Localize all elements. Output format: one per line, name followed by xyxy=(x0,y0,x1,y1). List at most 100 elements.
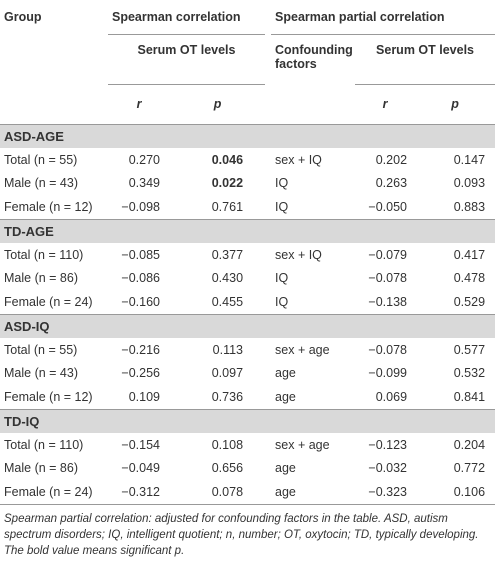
partial-p-value: 0.532 xyxy=(453,366,486,381)
data-row: Female (n = 12) −0.098 0.761 IQ −0.050 0.883 xyxy=(0,195,495,219)
p-value: 0.455 xyxy=(211,294,244,309)
section-row: TD-IQ xyxy=(0,408,495,433)
confounding: sex + IQ xyxy=(275,247,322,262)
partial-p-value: 0.204 xyxy=(453,437,486,452)
confounding: age xyxy=(275,366,296,381)
p-value: 0.736 xyxy=(211,389,244,404)
section-title: TD-AGE xyxy=(0,218,495,243)
header-partial-serum: Serum OT levels xyxy=(355,34,495,85)
section-title: ASD-IQ xyxy=(0,313,495,338)
p-value: 0.656 xyxy=(211,461,244,476)
partial-r-value: −0.079 xyxy=(368,247,408,262)
confounding: sex + age xyxy=(275,437,330,452)
footnote: Spearman partial correlation: adjusted f… xyxy=(0,503,495,559)
row-label: Total (n = 110) xyxy=(4,247,84,262)
header-group: Group xyxy=(4,10,42,24)
confounding: IQ xyxy=(275,294,289,309)
r-value: −0.256 xyxy=(121,366,160,381)
confounding: IQ xyxy=(275,176,289,191)
confounding: age xyxy=(275,484,296,499)
partial-r-value: −0.323 xyxy=(368,484,408,499)
data-row: Total (n = 55) −0.216 0.113 sex + age −0.078… xyxy=(0,338,495,362)
data-row: Female (n = 24) −0.160 0.455 IQ −0.138 0.529 xyxy=(0,290,495,314)
r-value: −0.049 xyxy=(121,461,160,476)
partial-p-value: 0.478 xyxy=(453,271,486,286)
confounding: sex + IQ xyxy=(275,152,322,167)
r-value: −0.312 xyxy=(121,484,160,499)
row-label: Male (n = 43) xyxy=(4,176,78,191)
row-label: Total (n = 55) xyxy=(4,152,78,167)
header-partial: Spearman partial correlation xyxy=(271,0,495,35)
p-value: 0.377 xyxy=(211,247,244,262)
section-row: ASD-AGE xyxy=(0,123,495,148)
partial-r-value: −0.123 xyxy=(368,437,408,452)
partial-r-value: −0.099 xyxy=(368,366,408,381)
data-row: Total (n = 110) −0.154 0.108 sex + age −0.12… xyxy=(0,433,495,457)
data-row: Female (n = 12) 0.109 0.736 age 0.069 0.841 xyxy=(0,385,495,409)
section-row: ASD-IQ xyxy=(0,313,495,338)
section-title: ASD-AGE xyxy=(0,123,495,148)
section-row: TD-AGE xyxy=(0,218,495,243)
data-row: Female (n = 24) −0.312 0.078 age −0.323 0.106 xyxy=(0,480,495,504)
r-value: 0.109 xyxy=(128,389,160,404)
section-title: TD-IQ xyxy=(0,408,495,433)
row-label: Total (n = 110) xyxy=(4,437,84,452)
r-value: −0.085 xyxy=(121,247,160,262)
partial-r-value: −0.050 xyxy=(368,199,408,214)
row-label: Female (n = 12) xyxy=(4,389,93,404)
data-row: Total (n = 55) 0.270 0.046 sex + IQ 0.202 0.1… xyxy=(0,148,495,172)
p-value: 0.097 xyxy=(211,366,244,381)
partial-p-value: 0.106 xyxy=(453,484,486,499)
row-label: Female (n = 24) xyxy=(4,294,93,309)
partial-p-value: 0.417 xyxy=(453,247,486,262)
partial-p-value: 0.883 xyxy=(453,199,486,214)
data-row: Male (n = 86) −0.049 0.656 age −0.032 0.772 xyxy=(0,457,495,481)
header-p: p xyxy=(213,97,222,111)
partial-r-value: 0.069 xyxy=(375,389,408,404)
partial-p-value: 0.772 xyxy=(453,461,486,476)
row-label: Male (n = 43) xyxy=(4,366,78,381)
data-row: Male (n = 86) −0.086 0.430 IQ −0.078 0.478 xyxy=(0,267,495,291)
r-value: −0.098 xyxy=(121,199,160,214)
r-value: −0.086 xyxy=(121,271,160,286)
confounding: IQ xyxy=(275,199,289,214)
partial-p-value: 0.577 xyxy=(453,342,486,357)
r-value: −0.160 xyxy=(121,294,160,309)
partial-r-value: −0.138 xyxy=(368,294,408,309)
p-value: 0.113 xyxy=(212,342,244,357)
data-table: Group Spearman correlation Spearman part… xyxy=(0,0,495,504)
header-confounding: Confounding factors xyxy=(275,42,353,71)
header-spearman: Spearman correlation xyxy=(108,0,266,35)
confounding: IQ xyxy=(275,271,289,286)
confounding: age xyxy=(275,461,296,476)
header-serum: Serum OT levels xyxy=(108,34,266,85)
confounding: sex + age xyxy=(275,342,330,357)
partial-p-value: 0.093 xyxy=(453,176,486,191)
header-partial-r: r xyxy=(382,97,388,111)
p-value: 0.761 xyxy=(211,199,244,214)
data-row: Total (n = 110) −0.085 0.377 sex + IQ −0.079… xyxy=(0,243,495,267)
r-value: −0.154 xyxy=(121,437,160,452)
header-r: r xyxy=(136,97,142,111)
r-value: −0.216 xyxy=(121,342,160,357)
row-label: Female (n = 24) xyxy=(4,484,93,499)
partial-p-value: 0.841 xyxy=(453,389,486,404)
p-value: 0.046 xyxy=(211,152,244,167)
p-value: 0.108 xyxy=(211,437,244,452)
partial-r-value: −0.078 xyxy=(368,271,408,286)
partial-p-value: 0.529 xyxy=(453,294,486,309)
partial-r-value: −0.032 xyxy=(368,461,408,476)
data-row: Male (n = 43) −0.256 0.097 age −0.099 0.532 xyxy=(0,362,495,386)
partial-r-value: 0.263 xyxy=(375,176,408,191)
confounding: age xyxy=(275,389,296,404)
p-value: 0.430 xyxy=(211,271,244,286)
r-value: 0.270 xyxy=(128,152,160,167)
partial-p-value: 0.147 xyxy=(453,152,486,167)
partial-r-value: −0.078 xyxy=(368,342,408,357)
data-row: Male (n = 43) 0.349 0.022 IQ 0.263 0.093 xyxy=(0,172,495,196)
row-label: Total (n = 55) xyxy=(4,342,78,357)
row-label: Male (n = 86) xyxy=(4,461,78,476)
row-label: Male (n = 86) xyxy=(4,271,78,286)
partial-r-value: 0.202 xyxy=(375,152,408,167)
